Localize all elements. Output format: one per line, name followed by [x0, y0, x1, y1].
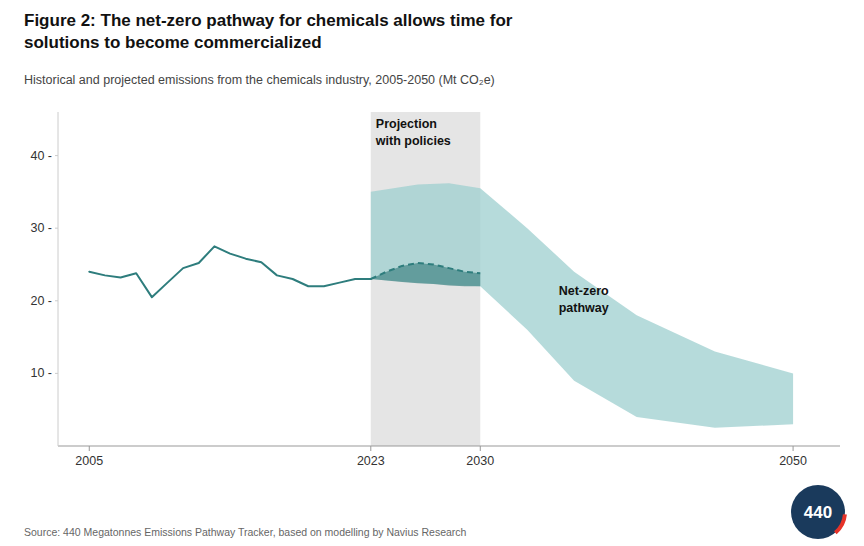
logo-circle	[791, 485, 845, 539]
line	[89, 246, 371, 297]
y-axis-line	[58, 112, 59, 446]
x-tick	[89, 446, 90, 451]
annotation: Net-zero pathway	[559, 284, 609, 315]
logo-accent	[835, 514, 845, 532]
y-tick	[55, 300, 58, 301]
plot-area	[89, 112, 793, 446]
text-line: Projection	[376, 117, 437, 131]
axes: 2005 2023 2030 2050 10 - 20 - 30 - 40 -	[30, 112, 840, 468]
text-line: Net-zero	[559, 284, 609, 298]
band	[371, 183, 793, 428]
annotations: Projection with policies Net-zero pathway	[375, 117, 609, 315]
x-tick	[480, 446, 481, 451]
x-tick-label: 2005	[75, 454, 103, 468]
y-tick-label: 20 -	[30, 294, 52, 308]
source: Source: 440 Megatonnes Emissions Pathway…	[24, 526, 467, 538]
text-line: with policies	[375, 134, 451, 148]
logo: 440	[791, 485, 845, 539]
y-tick	[55, 373, 58, 374]
text-line: pathway	[559, 301, 609, 315]
chart: Figure 2: The net-zero pathway for chemi…	[0, 0, 864, 546]
projection-period	[371, 112, 480, 446]
x-tick	[370, 446, 371, 451]
y-tick-label: 40 -	[30, 149, 52, 163]
x-tick-label: 2030	[466, 454, 494, 468]
band	[371, 263, 480, 286]
subtitle: Historical and projected emissions from …	[24, 73, 495, 87]
line	[371, 263, 480, 279]
text-line: Figure 2: The net-zero pathway for chemi…	[24, 11, 513, 30]
x-tick-label: 2023	[357, 454, 385, 468]
y-tick	[55, 228, 58, 229]
y-tick-label: 10 -	[30, 366, 52, 380]
y-tick-label: 30 -	[30, 221, 52, 235]
y-tick	[55, 155, 58, 156]
title: Figure 2: The net-zero pathway for chemi…	[24, 11, 513, 52]
x-axis-line	[58, 446, 840, 447]
logo-text: 440	[804, 503, 832, 522]
text-line: solutions to become commercialized	[24, 33, 322, 52]
x-tick	[793, 446, 794, 451]
x-tick-label: 2050	[779, 454, 807, 468]
annotation: Projection with policies	[375, 117, 451, 148]
